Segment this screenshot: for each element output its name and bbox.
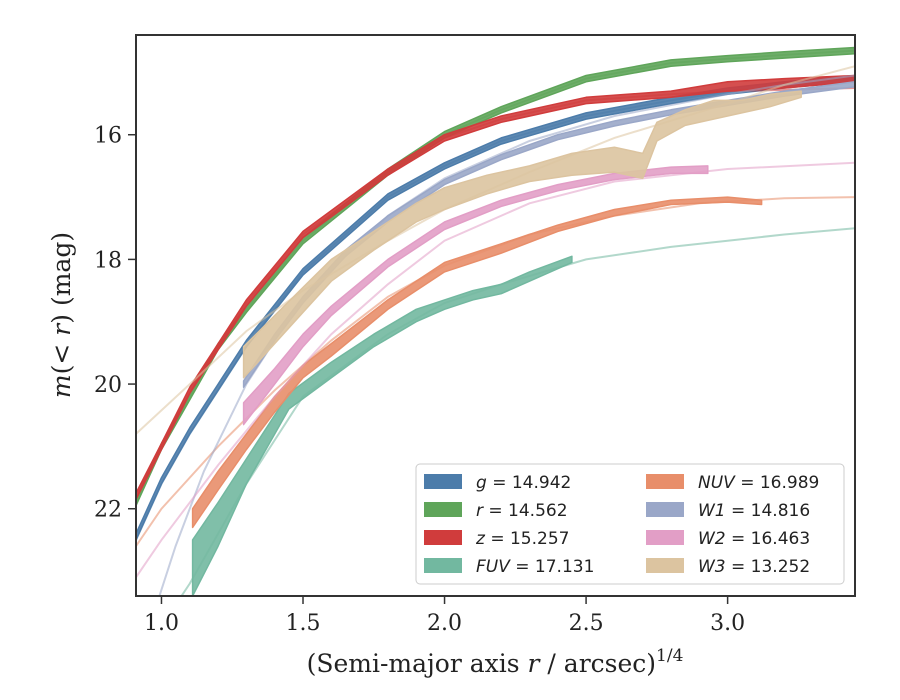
x-axis-ticks: 1.0 1.5 2.0 2.5 3.0 <box>144 596 745 636</box>
y-axis-label-rest: (< <box>47 336 76 375</box>
legend-item-w3: W3 = 13.252 <box>646 557 810 577</box>
x-axis-label-suffix: / arcsec) <box>539 649 656 678</box>
legend-label-r: r = 14.562 <box>476 501 568 521</box>
legend-swatch-r <box>424 502 462 517</box>
x-axis-label: (Semi-major axis r / arcsec)1/4 <box>307 646 684 678</box>
x-tick-label: 1.5 <box>286 611 321 636</box>
profile-band-w3 <box>242 90 802 379</box>
plot-frame <box>135 34 856 597</box>
profile-band-z <box>136 74 855 501</box>
legend-swatch-z <box>424 530 462 545</box>
legend-frame <box>415 463 845 585</box>
legend-label-fuv: FUV = 17.131 <box>476 557 594 577</box>
profile-band-g <box>136 74 855 541</box>
x-axis-label-var: r <box>528 649 542 678</box>
legend-swatch-nuv <box>646 474 684 489</box>
y-tick-label: 22 <box>94 498 122 523</box>
legend-swatch-w3 <box>646 558 684 573</box>
legend-label-w1: W1 = 14.816 <box>698 501 810 521</box>
series-nuv <box>136 196 855 547</box>
legend-item-nuv: NUV = 16.989 <box>646 473 819 493</box>
y-tick-label: 16 <box>94 124 122 149</box>
x-tick-label: 3.0 <box>710 611 745 636</box>
series-w3 <box>136 65 855 435</box>
profile-band-w2 <box>242 165 709 426</box>
profile-band-nuv <box>191 196 763 529</box>
legend-label-w2: W2 = 16.463 <box>698 529 810 549</box>
series-w2 <box>136 161 855 578</box>
y-tick-label: 18 <box>94 248 122 273</box>
legend-item-w2: W2 = 16.463 <box>646 529 810 549</box>
legend: g = 14.942 r = 14.562 z = 15.257 FUV = 17.1… <box>415 463 845 585</box>
legend-label-g: g = 14.942 <box>476 473 571 493</box>
legend-swatch-w2 <box>646 530 684 545</box>
series-z <box>136 74 855 501</box>
legend-item-w1: W1 = 14.816 <box>646 501 810 521</box>
model-curve-w2 <box>136 161 855 578</box>
legend-label-z: z = 15.257 <box>475 529 569 549</box>
legend-swatch-g <box>424 474 462 489</box>
x-tick-label: 2.0 <box>427 611 462 636</box>
y-axis-label: m(< r) (mag) <box>47 232 76 398</box>
y-axis-label-unit: ) (mag) <box>47 232 76 324</box>
x-tick-label: 2.5 <box>569 611 604 636</box>
y-tick-label: 20 <box>94 373 122 398</box>
legend-swatch-w1 <box>646 502 684 517</box>
profile-band-fuv <box>191 255 573 596</box>
series-layer <box>136 46 855 596</box>
y-axis-ticks: 16 18 20 22 <box>94 124 136 523</box>
legend-swatch-fuv <box>424 558 462 573</box>
x-axis-label-prefix: (Semi-major axis <box>307 649 528 678</box>
x-tick-label: 1.0 <box>144 611 179 636</box>
x-axis-label-superscript: 1/4 <box>656 646 683 666</box>
legend-label-nuv: NUV = 16.989 <box>698 473 819 493</box>
series-fuv <box>180 227 855 596</box>
y-axis-label-var: m <box>47 374 76 398</box>
legend-label-w3: W3 = 13.252 <box>698 557 810 577</box>
legend-item-fuv: FUV = 17.131 <box>424 557 594 577</box>
y-axis-label-r: r <box>47 322 76 336</box>
legend-item-z: z = 15.257 <box>424 529 569 549</box>
legend-item-g: g = 14.942 <box>424 473 571 493</box>
legend-item-r: r = 14.562 <box>424 501 568 521</box>
